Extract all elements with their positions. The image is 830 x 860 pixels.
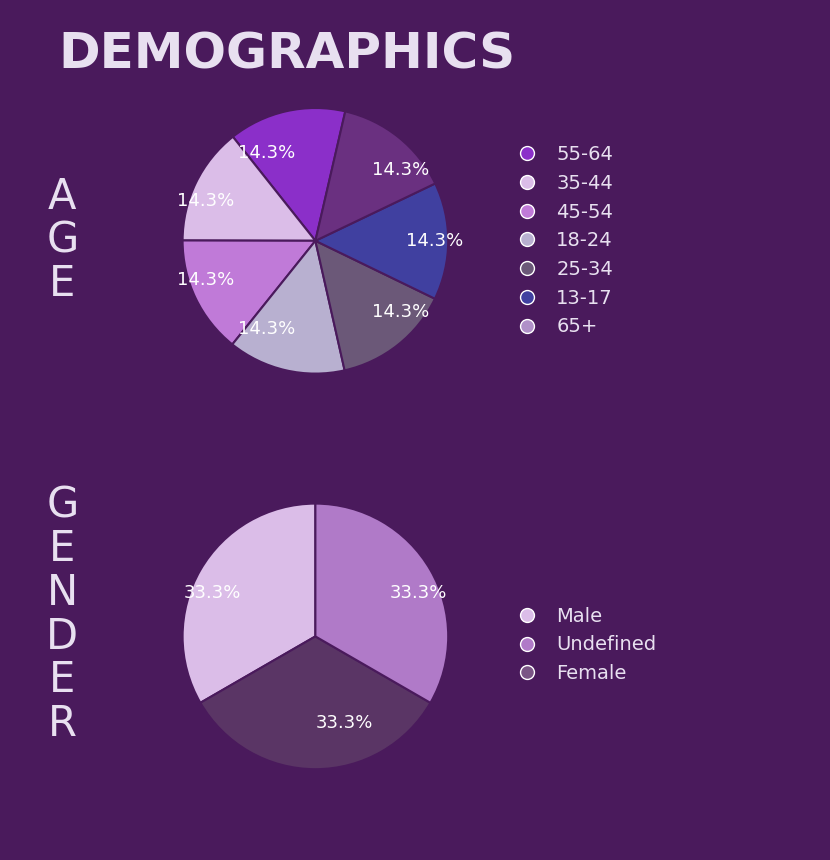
Text: 14.3%: 14.3%	[177, 271, 234, 289]
Wedge shape	[315, 504, 448, 703]
Text: A
G
E: A G E	[46, 176, 78, 305]
Legend: Male, Undefined, Female: Male, Undefined, Female	[508, 607, 657, 683]
Legend: 55-64, 35-44, 45-54, 18-24, 25-34, 13-17, 65+: 55-64, 35-44, 45-54, 18-24, 25-34, 13-17…	[508, 145, 613, 336]
Text: 14.3%: 14.3%	[372, 303, 429, 321]
Wedge shape	[315, 241, 435, 371]
Wedge shape	[183, 241, 315, 344]
Text: G
E
N
D
E
R: G E N D E R	[46, 485, 78, 745]
Wedge shape	[183, 137, 315, 241]
Text: 14.3%: 14.3%	[372, 162, 429, 180]
Wedge shape	[233, 108, 345, 241]
Text: 33.3%: 33.3%	[390, 584, 447, 602]
Text: 33.3%: 33.3%	[183, 584, 241, 602]
Wedge shape	[200, 636, 431, 769]
Text: 14.3%: 14.3%	[238, 320, 295, 338]
Text: 33.3%: 33.3%	[315, 714, 373, 732]
Text: DEMOGRAPHICS: DEMOGRAPHICS	[58, 30, 515, 78]
Wedge shape	[232, 241, 344, 373]
Wedge shape	[183, 504, 315, 703]
Text: 14.3%: 14.3%	[177, 193, 234, 211]
Text: 14.3%: 14.3%	[238, 144, 295, 162]
Wedge shape	[315, 183, 448, 298]
Text: 14.3%: 14.3%	[406, 232, 463, 250]
Wedge shape	[315, 112, 435, 241]
